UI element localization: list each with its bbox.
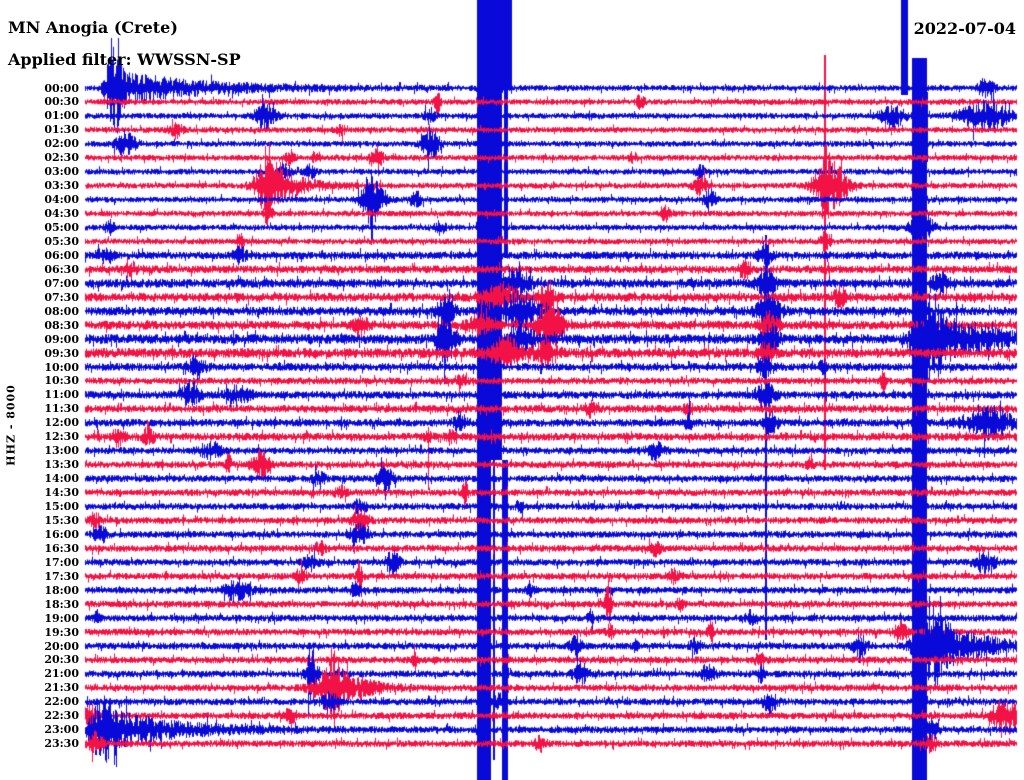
time-label: 17:30 <box>44 569 79 583</box>
time-label: 21:30 <box>44 681 79 695</box>
time-label: 10:30 <box>44 374 79 388</box>
time-label: 12:00 <box>44 416 79 430</box>
time-label: 09:30 <box>44 346 79 360</box>
time-label: 09:00 <box>44 332 79 346</box>
time-label: 03:00 <box>44 165 79 179</box>
time-label: 22:00 <box>44 695 79 709</box>
time-label: 06:00 <box>44 248 79 262</box>
time-label: 01:30 <box>44 123 79 137</box>
time-label: 11:30 <box>44 402 79 416</box>
time-label: 19:30 <box>44 625 79 639</box>
time-label: 16:30 <box>44 541 79 555</box>
time-label: 10:00 <box>44 360 79 374</box>
time-label: 00:30 <box>44 95 79 109</box>
time-label: 23:00 <box>44 723 79 737</box>
time-label: 16:00 <box>44 527 79 541</box>
time-label: 22:30 <box>44 709 79 723</box>
time-label: 05:00 <box>44 221 79 234</box>
time-label: 15:00 <box>44 500 79 513</box>
time-label: 04:30 <box>44 207 79 221</box>
time-label: 19:00 <box>44 611 79 625</box>
time-label: 07:00 <box>44 276 79 290</box>
amplitude-axis-label: HHZ - 8000 <box>4 384 18 466</box>
time-label: 23:30 <box>44 737 79 751</box>
time-label: 04:00 <box>44 193 79 207</box>
time-label: 03:30 <box>44 179 79 193</box>
time-label: 00:00 <box>44 81 79 95</box>
time-label: 12:30 <box>44 430 79 444</box>
station-title: MN Anogia (Crete) <box>8 18 178 37</box>
time-label: 02:30 <box>44 151 79 165</box>
time-label: 06:30 <box>44 262 79 276</box>
applied-filter-label: Applied filter: WWSSN-SP <box>8 50 241 69</box>
time-label: 21:00 <box>44 667 79 681</box>
time-label: 01:00 <box>44 109 79 123</box>
time-label: 08:30 <box>44 318 79 332</box>
time-label: 05:30 <box>44 234 79 248</box>
time-label: 20:00 <box>44 639 79 653</box>
time-label: 13:30 <box>44 458 79 472</box>
time-label: 17:00 <box>44 555 79 569</box>
date-label: 2022-07-04 <box>913 19 1016 38</box>
time-label: 14:00 <box>44 472 79 486</box>
time-label: 18:30 <box>44 597 79 611</box>
time-label: 11:00 <box>44 388 79 402</box>
time-label: 15:30 <box>44 513 79 527</box>
time-label: 13:00 <box>44 444 79 458</box>
time-label: 20:30 <box>44 653 79 667</box>
time-label: 08:00 <box>44 304 79 318</box>
time-label: 07:30 <box>44 290 79 304</box>
time-label: 18:00 <box>44 583 79 597</box>
time-label: 14:30 <box>44 486 79 500</box>
time-label: 02:00 <box>44 137 79 151</box>
